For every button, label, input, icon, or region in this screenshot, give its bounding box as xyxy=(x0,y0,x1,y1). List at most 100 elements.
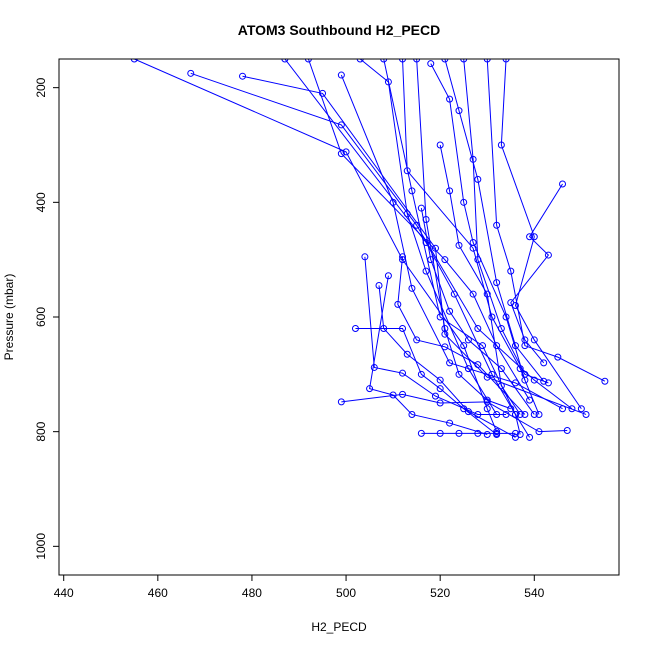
chart-title: ATOM3 Southbound H2_PECD xyxy=(238,22,440,38)
data-point xyxy=(413,221,421,229)
data-point xyxy=(601,377,609,385)
data-point xyxy=(493,410,501,418)
profile-line-15 xyxy=(500,59,582,410)
x-axis: 440 460 480 500 520 540 xyxy=(54,574,545,600)
data-point xyxy=(511,433,519,441)
data-point xyxy=(474,175,482,183)
data-point xyxy=(502,410,510,418)
data-point xyxy=(455,107,463,115)
data-point xyxy=(493,279,501,287)
profile-line-11 xyxy=(430,63,526,381)
data-point xyxy=(446,359,454,367)
x-tick-label: 500 xyxy=(336,586,356,600)
y-tick-label: 200 xyxy=(34,77,48,97)
profile-line-2 xyxy=(190,72,573,410)
data-point xyxy=(403,210,411,218)
profile-line-3 xyxy=(242,75,587,415)
y-axis-label: Pressure (mbar) xyxy=(2,274,16,361)
data-point xyxy=(488,313,496,321)
data-point xyxy=(474,429,482,437)
data-point xyxy=(530,410,538,418)
data-point xyxy=(304,59,312,63)
plot-area xyxy=(58,58,620,576)
data-point xyxy=(399,324,407,332)
data-point xyxy=(446,95,454,103)
data-point xyxy=(337,71,345,79)
data-point xyxy=(356,59,364,63)
data-point xyxy=(380,59,388,63)
data-point xyxy=(375,281,383,289)
data-point xyxy=(521,336,529,344)
data-point xyxy=(474,361,482,369)
data-point xyxy=(422,267,430,275)
data-point xyxy=(521,370,529,378)
data-point xyxy=(384,78,392,86)
data-point xyxy=(408,410,416,418)
profile-line-18 xyxy=(341,393,568,433)
y-tick-label: 800 xyxy=(34,421,48,441)
data-point xyxy=(544,251,552,259)
profile-line-12 xyxy=(444,59,545,382)
data-point xyxy=(460,198,468,206)
data-point xyxy=(521,410,529,418)
data-point xyxy=(497,382,505,390)
data-point xyxy=(526,233,534,241)
data-point xyxy=(436,141,444,149)
data-point xyxy=(464,365,472,373)
data-point xyxy=(399,390,407,398)
data-point xyxy=(187,69,195,77)
x-tick-label: 480 xyxy=(242,586,262,600)
data-point xyxy=(436,399,444,407)
data-point xyxy=(568,405,576,413)
data-point xyxy=(483,405,491,413)
x-tick-label: 540 xyxy=(524,586,544,600)
profile-line-16 xyxy=(510,183,563,364)
profile-line-6 xyxy=(340,74,563,410)
data-point xyxy=(422,238,430,246)
data-point xyxy=(431,392,439,400)
data-point xyxy=(370,363,378,371)
data-point xyxy=(446,419,454,427)
data-point xyxy=(319,89,327,97)
data-point xyxy=(474,256,482,264)
data-point xyxy=(483,398,491,406)
data-point xyxy=(540,359,548,367)
data-point xyxy=(526,396,534,404)
data-point xyxy=(436,376,444,384)
data-point xyxy=(351,324,359,332)
data-point xyxy=(577,405,585,413)
data-point xyxy=(516,410,524,418)
data-point xyxy=(337,121,345,129)
data-point xyxy=(427,256,435,264)
data-point xyxy=(535,428,543,436)
data-point xyxy=(441,343,449,351)
data-point xyxy=(399,59,407,63)
x-axis-label: H2_PECD xyxy=(311,620,367,634)
data-point xyxy=(436,385,444,393)
x-tick-label: 460 xyxy=(148,586,168,600)
data-point xyxy=(399,253,407,261)
data-point xyxy=(441,256,449,264)
data-point xyxy=(502,59,510,63)
profile-line-14 xyxy=(486,59,606,382)
data-point xyxy=(479,342,487,350)
data-point xyxy=(450,290,458,298)
data-point xyxy=(281,59,289,63)
data-point xyxy=(516,365,524,373)
data-point xyxy=(399,369,407,377)
data-point xyxy=(497,324,505,332)
data-point xyxy=(502,313,510,321)
data-point xyxy=(507,405,515,413)
data-point xyxy=(446,187,454,195)
data-point xyxy=(403,167,411,175)
data-point xyxy=(493,221,501,229)
data-point xyxy=(469,290,477,298)
y-tick-label: 600 xyxy=(34,307,48,327)
profile-line-19 xyxy=(364,256,507,415)
data-point xyxy=(399,256,407,264)
data-point xyxy=(511,429,519,437)
x-tick-label: 520 xyxy=(430,586,450,600)
data-point xyxy=(535,410,543,418)
data-point xyxy=(507,267,515,275)
data-point xyxy=(511,342,519,350)
